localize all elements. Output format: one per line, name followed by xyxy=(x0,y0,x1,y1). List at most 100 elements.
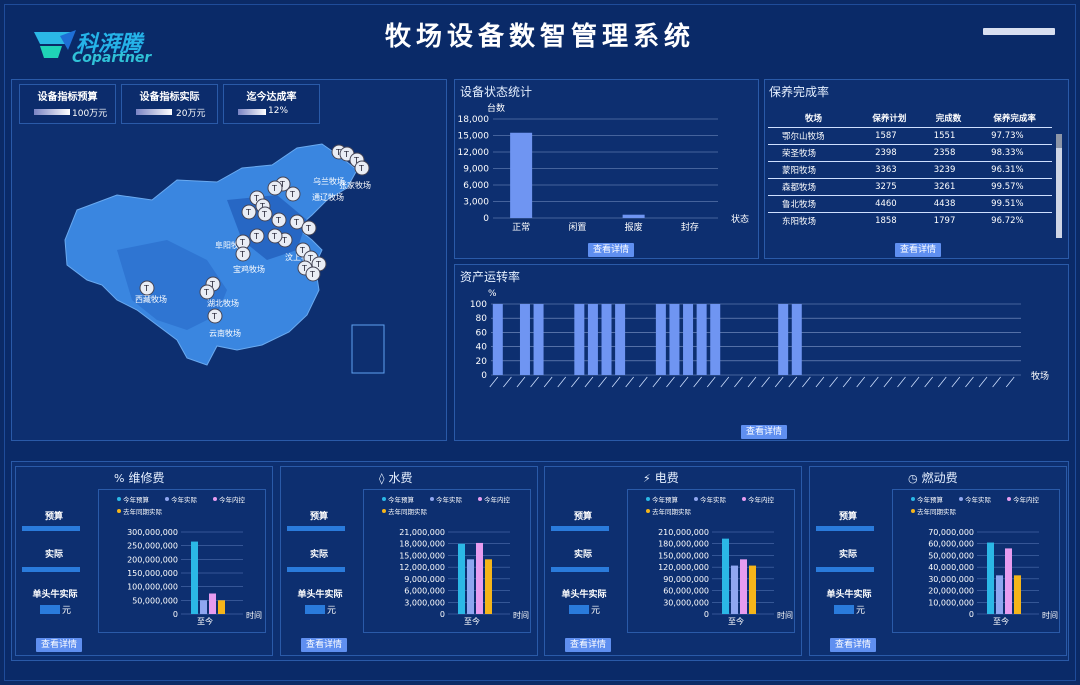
legend-dot xyxy=(959,497,963,501)
table-cell: 4460 xyxy=(859,194,920,212)
cost-title: ⚡ 电费 xyxy=(643,469,679,486)
y-tick-label: 21,000,000 xyxy=(399,528,445,537)
table-row[interactable]: 东阳牧场 1858 1797 96.72% xyxy=(768,211,1052,229)
legend-dot xyxy=(478,497,482,501)
y-tick-label: 30,000,000 xyxy=(928,575,974,584)
pin-circle xyxy=(301,220,317,236)
asset-detail-button[interactable]: 查看详情 xyxy=(741,425,788,439)
y-tick-label: 15,000,000 xyxy=(399,551,445,560)
status-chart: 18,000 15,000 12,000 9,000 6,000 3,000 0 正常 闲置 报废… xyxy=(458,102,750,233)
x-tick-mark xyxy=(571,376,580,388)
kpi-label: 设备指标实际 xyxy=(139,92,200,103)
cost-title: ◷ 燃动费 xyxy=(908,469,958,486)
maint-detail-button[interactable]: 查看详情 xyxy=(895,243,942,257)
y-tick-label: 18,000,000 xyxy=(399,540,445,549)
legend-label: 今年内控 xyxy=(1013,495,1040,504)
table-row[interactable]: 森都牧场 3275 3261 99.57% xyxy=(768,177,1052,195)
legend-label: 今年预算 xyxy=(917,495,944,504)
table-row[interactable]: 蒙阳牧场 3363 3239 96.31% xyxy=(768,160,1052,178)
per-head-value-bar xyxy=(569,605,589,614)
status-detail-button[interactable]: 查看详情 xyxy=(588,243,635,257)
budget-value-bar xyxy=(22,526,80,531)
cost-title-text: 燃动费 xyxy=(921,471,958,485)
table-row[interactable]: 鲁北牧场 4460 4438 99.51% xyxy=(768,194,1052,212)
bar xyxy=(510,132,533,218)
x-tick-mark xyxy=(992,376,1001,388)
bar xyxy=(987,542,994,614)
cost-detail-button[interactable]: 查看详情 xyxy=(565,638,612,652)
legend-dot xyxy=(213,497,217,501)
status-panel: 设备状态统计 18,000 15,000 12,000 9,000 6,000 3,000… xyxy=(454,79,759,259)
table-cell: 2398 xyxy=(859,143,920,161)
bar xyxy=(492,304,503,375)
y-tick-label: 90,000,000 xyxy=(663,575,709,584)
kpi-bar xyxy=(34,109,70,115)
scrollbar[interactable] xyxy=(1056,134,1062,238)
company-logo: 科湃腾 Copartner xyxy=(32,24,192,72)
bar xyxy=(696,304,707,375)
panel-title: 保养完成率 xyxy=(769,85,830,99)
map-panel: 设备指标预算 100万元 设备指标实际 20万元 迄今达成率 12% 乌兰牧场 … xyxy=(11,79,447,441)
pin-glyph: T xyxy=(358,164,364,173)
y-tick-label: 40 xyxy=(476,343,488,353)
legend-label: 去年同期实际 xyxy=(917,507,957,516)
cost-detail-button[interactable]: 查看详情 xyxy=(36,638,83,652)
bar xyxy=(519,304,530,375)
table-row[interactable]: 荣圣牧场 2398 2358 98.33% xyxy=(768,143,1052,161)
pin-circle xyxy=(271,212,287,228)
axis-unit: % xyxy=(488,289,497,299)
y-tick-label: 30,000,000 xyxy=(663,598,709,607)
cost-title: ◊ 水费 xyxy=(379,469,412,486)
legend-dot xyxy=(1007,497,1011,501)
bar xyxy=(749,565,756,614)
pin-circle xyxy=(305,266,321,282)
y-tick-label: 150,000,000 xyxy=(127,569,178,578)
cost-panel: ⚡ 电费 预算 实际 单头牛实际 元 查看详情 今年预算 今年实际 今年内控 去年同期实… xyxy=(544,466,802,656)
unit-label: 元 xyxy=(591,606,601,616)
y-tick-label: 120,000,000 xyxy=(658,563,709,572)
kpi-actual: 设备指标实际 20万元 xyxy=(121,84,218,124)
asset-panel: 资产运转率 100 80 60 40 20 0% 牧场 查看详情 xyxy=(454,264,1069,441)
bar xyxy=(731,565,738,614)
table-cell: 鲁北牧场 xyxy=(768,194,860,212)
x-tick-mark xyxy=(638,376,648,388)
cost-icon: ◷ xyxy=(908,472,918,485)
cost-panel: ◷ 燃动费 预算 实际 单头牛实际 元 查看详情 今年预算 今年实际 今年内控 去年同期… xyxy=(809,466,1067,656)
cost-icon: ⚡ xyxy=(643,472,651,485)
legend-dot xyxy=(911,497,915,501)
legend-label: 今年内控 xyxy=(219,495,246,504)
farm-pin-icon: T xyxy=(289,214,305,230)
y-tick-label: 12,000,000 xyxy=(399,563,445,572)
table-row[interactable]: 鄂尔山牧场 1587 1551 97.73% xyxy=(768,126,1052,144)
pin-glyph: T xyxy=(239,250,245,259)
x-axis-label: 牧场 xyxy=(1031,370,1049,382)
x-tick-mark xyxy=(924,376,933,388)
x-tick-mark xyxy=(557,376,567,388)
kpi-value: 100万元 xyxy=(72,109,108,119)
x-tick-mark xyxy=(910,376,920,388)
y-tick-label: 0 xyxy=(440,610,445,619)
farm-pin-icon: T xyxy=(305,266,321,282)
table-cell: 2358 xyxy=(919,143,978,161)
y-tick-label: 9,000 xyxy=(463,165,489,175)
x-tick-label: 报废 xyxy=(625,221,643,233)
budget-label: 预算 xyxy=(573,512,592,522)
y-tick-label: 3,000,000 xyxy=(404,598,445,607)
x-tick-mark xyxy=(652,376,662,388)
x-tick-mark xyxy=(720,376,730,388)
cost-detail-button[interactable]: 查看详情 xyxy=(301,638,348,652)
x-tick-mark xyxy=(856,376,866,388)
china-map[interactable]: 乌兰牧场 张家牧场 通辽牧场 阜阳牧场 宝鸡牧场 汶上牧场 西藏牧场 湖北牧场 … xyxy=(57,140,397,380)
x-tick-mark xyxy=(937,376,947,388)
x-tick-mark xyxy=(543,376,553,388)
cost-detail-button[interactable]: 查看详情 xyxy=(830,638,877,652)
pin-glyph: T xyxy=(299,246,305,255)
pin-glyph: T xyxy=(253,232,259,241)
map-label: 云南牧场 xyxy=(209,328,241,338)
table-cell: 3239 xyxy=(919,160,978,178)
legend-dot xyxy=(382,497,386,501)
x-tick-mark xyxy=(747,376,757,388)
x-tick-mark xyxy=(788,376,798,388)
